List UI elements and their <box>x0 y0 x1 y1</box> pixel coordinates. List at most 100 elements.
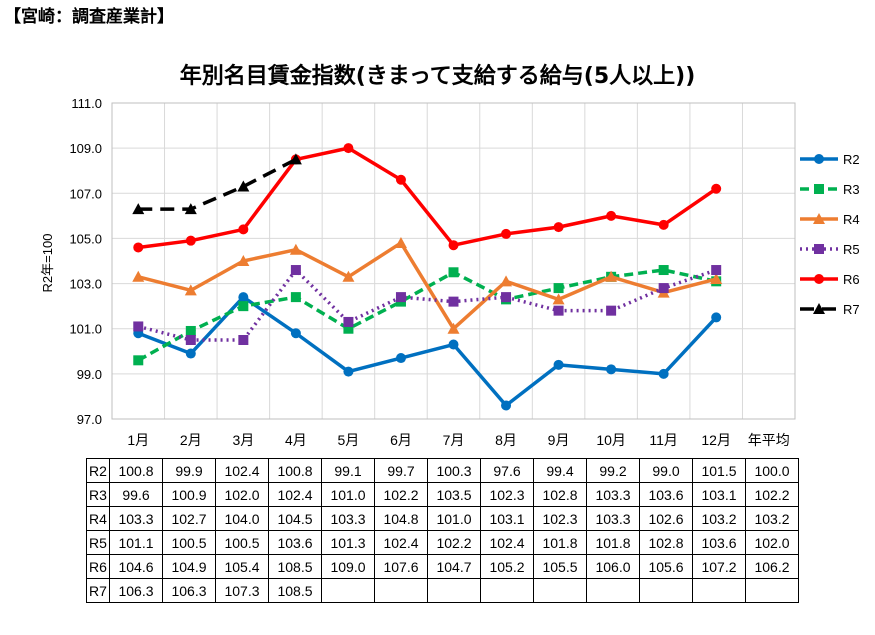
table-cell: 107.3 <box>215 578 269 603</box>
table-cell: 101.1 <box>109 530 163 555</box>
table-cell: 101.5 <box>692 458 746 483</box>
data-point-r4 <box>394 236 407 248</box>
table-cell: 103.3 <box>586 506 640 531</box>
table-cell: 103.2 <box>692 506 746 531</box>
table-cell: 100.8 <box>109 458 163 483</box>
data-point-r6 <box>343 143 354 154</box>
table-cell: 102.4 <box>374 530 428 555</box>
legend-marker-r5 <box>814 244 824 254</box>
data-point-r2 <box>238 292 249 303</box>
legend-marker-r4 <box>813 213 825 224</box>
data-point-r4 <box>184 284 197 296</box>
x-tick-label: 6月 <box>390 432 412 448</box>
table-cell: 102.2 <box>745 482 799 507</box>
table-cell: 102.0 <box>215 482 269 507</box>
table-cell: 102.8 <box>639 530 693 555</box>
chart-title: 年別名目賃金指数(きまって支給する給与(5人以上)) <box>179 64 696 89</box>
x-tick-label: 12月 <box>701 432 731 448</box>
table-row-label: R7 <box>86 578 110 603</box>
table-cell: 104.7 <box>427 554 481 579</box>
data-table: R2 100.8 99.9 102.4 100.8 99.1 99.7 100.3 97.6 99… <box>86 458 799 603</box>
table-cell: 104.5 <box>268 506 322 531</box>
table-cell: 104.0 <box>215 506 269 531</box>
data-point-r5 <box>133 321 144 332</box>
data-point-r5 <box>238 335 249 345</box>
table-cell: 103.6 <box>692 530 746 555</box>
table-cell <box>745 578 799 603</box>
table-cell: 102.4 <box>268 482 322 507</box>
data-point-r3 <box>290 292 301 303</box>
legend-label-r5: R5 <box>843 242 860 257</box>
data-point-r5 <box>553 305 564 316</box>
legend-marker-r2 <box>814 154 824 164</box>
legend-marker-r7 <box>813 303 825 314</box>
data-point-r5 <box>448 296 459 307</box>
line-chart: 97.0 99.0 101.0 103.0 105.0 107.0 109.0 111.0 1月… <box>40 96 860 448</box>
table-cell: 103.3 <box>586 482 640 507</box>
table-cell <box>639 578 693 603</box>
x-tick-label: 7月 <box>443 432 465 448</box>
legend-label-r3: R3 <box>843 182 860 197</box>
data-point-r4 <box>552 293 565 305</box>
data-point-r6 <box>448 240 459 251</box>
page-header: 【宮崎：調査産業計】 <box>4 7 174 27</box>
y-axis-label: R2年=100 <box>40 234 55 293</box>
table-cell: 100.8 <box>268 458 322 483</box>
table-cell: 99.4 <box>533 458 587 483</box>
table-cell: 106.2 <box>745 554 799 579</box>
x-tick-label: 4月 <box>285 432 307 448</box>
data-point-r7 <box>237 180 250 192</box>
data-point-r2 <box>448 339 459 350</box>
table-cell: 105.4 <box>215 554 269 579</box>
data-point-r4 <box>342 270 355 282</box>
table-cell: 103.6 <box>639 482 693 507</box>
table-cell: 108.5 <box>268 554 322 579</box>
y-tick-label: 97.0 <box>77 412 102 427</box>
table-cell: 100.5 <box>162 530 216 555</box>
series-line-r2 <box>137 295 718 408</box>
table-cell: 102.6 <box>639 506 693 531</box>
data-point-r3 <box>658 265 669 276</box>
table-cell: 103.1 <box>480 506 534 531</box>
data-point-r7 <box>132 203 145 215</box>
table-cell: 102.3 <box>533 506 587 531</box>
y-tick-label: 103.0 <box>69 277 102 292</box>
table-cell <box>692 578 746 603</box>
x-tick-label: 3月 <box>232 432 254 448</box>
data-point-r4 <box>289 243 302 255</box>
table-cell: 106.3 <box>109 578 163 603</box>
table-cell: 102.2 <box>427 530 481 555</box>
series-line-r4 <box>137 241 717 331</box>
table-cell: 102.7 <box>162 506 216 531</box>
y-tick-label: 111.0 <box>71 96 102 111</box>
x-tick-label: 年平均 <box>748 432 790 448</box>
data-point-r3 <box>185 325 196 336</box>
table-cell <box>427 578 481 603</box>
data-point-r2 <box>395 353 406 364</box>
data-point-r5 <box>343 316 354 327</box>
y-tick-label: 109.0 <box>69 141 102 156</box>
legend-label-r7: R7 <box>843 302 860 317</box>
table-row-r4: R4 103.3 102.7 104.0 104.5 103.3 104.8 101.0 103… <box>86 506 799 531</box>
table-cell: 99.2 <box>586 458 640 483</box>
table-cell: 101.8 <box>533 530 587 555</box>
data-point-r5 <box>606 305 617 316</box>
table-cell <box>321 578 375 603</box>
data-point-r2 <box>658 368 669 379</box>
data-point-r6 <box>711 183 722 194</box>
data-point-r6 <box>395 174 406 185</box>
table-cell: 108.5 <box>268 578 322 603</box>
x-tick-label: 2月 <box>180 432 202 448</box>
data-point-r2 <box>343 366 354 377</box>
table-cell: 106.3 <box>162 578 216 603</box>
table-cell: 102.4 <box>215 458 269 483</box>
data-point-r4 <box>605 270 618 282</box>
table-cell: 103.1 <box>692 482 746 507</box>
data-point-r2 <box>553 359 564 370</box>
table-row-label: R3 <box>86 482 110 507</box>
table-cell: 102.0 <box>745 530 799 555</box>
data-point-r2 <box>185 348 196 359</box>
table-row-r5: R5 101.1 100.5 100.5 103.6 101.3 102.4 102.2 102… <box>86 530 799 555</box>
table-cell: 100.0 <box>745 458 799 483</box>
table-cell: 99.6 <box>109 482 163 507</box>
